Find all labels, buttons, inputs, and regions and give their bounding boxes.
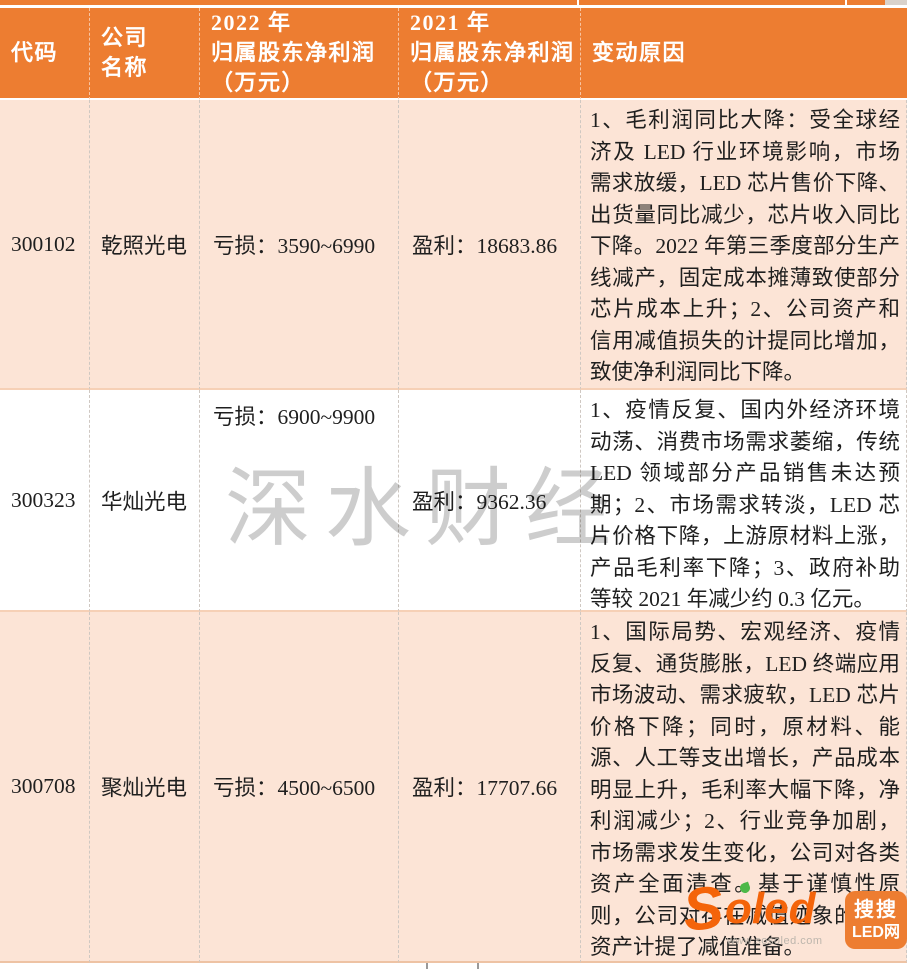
table-row: 300102 乾照光电 亏损：3590~6990 盈利：18683.86 1、毛… (0, 100, 907, 390)
cell-company: 聚灿光电 (90, 612, 200, 963)
cell-company: 华灿光电 (90, 390, 200, 612)
cell-profit-2021: 盈利：17707.66 (399, 612, 581, 963)
companies-profit-table: 代码 公司 名称 2022 年 归属股东净利润 （万元） 2021 年 归属股东… (0, 8, 907, 963)
cell-code: 300102 (0, 100, 90, 390)
cell-profit-2022: 亏损：4500~6500 (200, 612, 399, 963)
next-row-edge (426, 963, 428, 969)
cell-company: 乾照光电 (90, 100, 200, 390)
previous-row-edge (0, 0, 885, 5)
cell-profit-2022: 亏损：3590~6990 (200, 100, 399, 390)
table-row: 300708 聚灿光电 亏损：4500~6500 盈利：17707.66 1、国… (0, 612, 907, 963)
header-cell-profit-2022: 2022 年 归属股东净利润 （万元） (200, 8, 399, 100)
cell-profit-2021: 盈利：18683.86 (399, 100, 581, 390)
sosoled-badge: 搜搜 LED网 (845, 891, 907, 949)
header-cell-code: 代码 (0, 8, 90, 100)
sosoled-logo: S oled www.sosoled.com 搜搜 LED网 (680, 873, 907, 955)
previous-row-edge-corner (885, 0, 907, 5)
cell-reason: 1、疫情反复、国内外经济环境动荡、消费市场需求萎缩，传统 LED 领域部分产品销… (581, 390, 907, 612)
top-column-divider (845, 0, 847, 5)
table-row: 300323 华灿光电 亏损：6900~9900 盈利：9362.36 1、疫情… (0, 390, 907, 612)
header-cell-company: 公司 名称 (90, 8, 200, 100)
next-row-edge (477, 963, 479, 969)
badge-line2: LED网 (851, 923, 900, 941)
header-cell-profit-2021: 2021 年 归属股东净利润 （万元） (399, 8, 581, 100)
header-row: 代码 公司 名称 2022 年 归属股东净利润 （万元） 2021 年 归属股东… (0, 8, 907, 100)
brand-s-glyph: S (679, 873, 727, 944)
top-column-divider (577, 0, 579, 5)
cell-reason: 1、毛利润同比大降：受全球经济及 LED 行业环境影响，市场需求放缓，LED 芯… (581, 100, 907, 390)
cell-code: 300323 (0, 390, 90, 612)
header-cell-reason: 变动原因 (581, 8, 907, 100)
cell-profit-2022: 亏损：6900~9900 (200, 390, 399, 612)
watermark-text: 深水财经 (225, 461, 625, 557)
cell-profit-2021: 盈利：9362.36 (399, 390, 581, 612)
cell-code: 300708 (0, 612, 90, 963)
brand-url: www.sosoled.com (727, 935, 823, 947)
brand-wordmark: oled (725, 884, 816, 933)
badge-line1: 搜搜 (854, 898, 898, 921)
